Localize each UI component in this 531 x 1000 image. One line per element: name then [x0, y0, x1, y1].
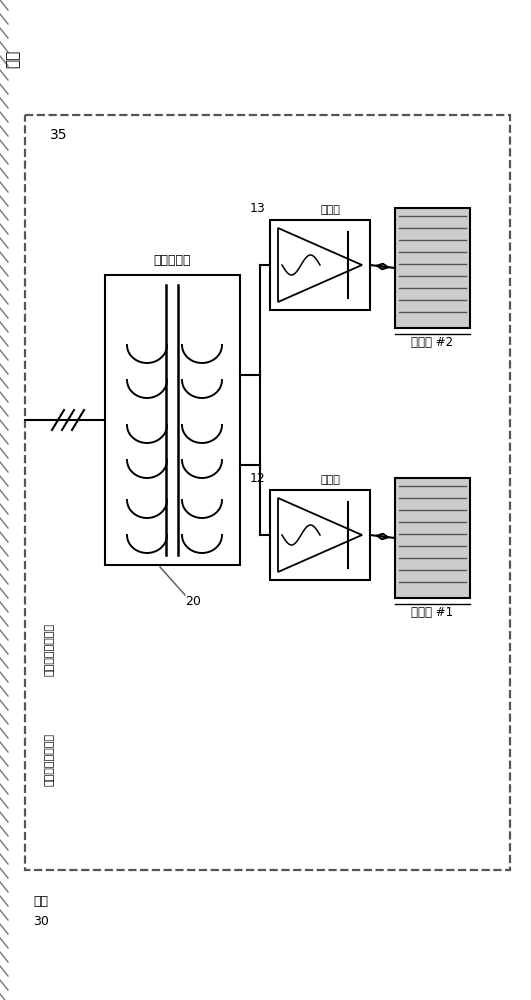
Text: 13: 13 — [249, 202, 265, 215]
Bar — [105, 275, 240, 565]
Text: 电池组 #2: 电池组 #2 — [411, 336, 453, 349]
Text: 35: 35 — [50, 128, 67, 142]
Bar — [270, 220, 370, 310]
Bar — [270, 490, 370, 580]
Text: 负载: 负载 — [5, 50, 21, 68]
Text: 公共变压器: 公共变压器 — [153, 254, 191, 267]
Bar — [25, 115, 510, 870]
Text: 逆变器: 逆变器 — [320, 475, 340, 485]
Text: 20: 20 — [185, 595, 201, 608]
Text: 电池组 #1: 电池组 #1 — [411, 606, 453, 619]
Bar — [395, 208, 470, 328]
Text: 逆变器: 逆变器 — [320, 205, 340, 215]
Text: 使用逆变器的两个: 使用逆变器的两个 — [45, 624, 55, 676]
Text: 30: 30 — [33, 915, 49, 928]
Text: 12: 12 — [249, 472, 265, 485]
Text: 电图: 电图 — [33, 895, 48, 908]
Text: 独立控制的电池组: 独立控制的电池组 — [45, 734, 55, 786]
Bar — [395, 478, 470, 598]
